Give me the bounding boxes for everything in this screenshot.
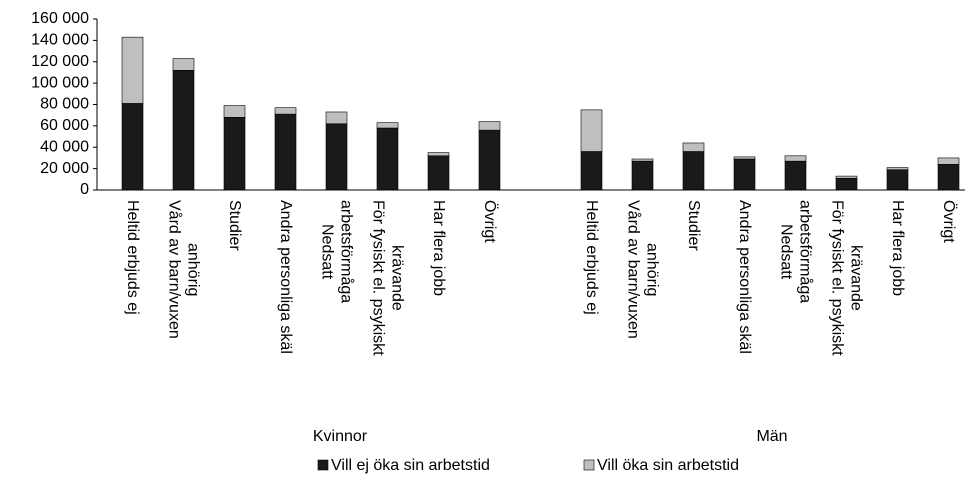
bar-segment — [478, 121, 501, 131]
bar-segment — [223, 105, 246, 118]
x-tick-label: För fysiskt el. psykiskt krävande — [369, 200, 406, 356]
bar-segment — [427, 155, 450, 191]
x-tick-label: Har flera jobb — [430, 200, 447, 297]
bar-segment — [580, 109, 603, 152]
bar-segment — [172, 70, 195, 191]
x-tick-label: Andra personliga skäl — [736, 200, 753, 354]
y-tick-label: 20 000 — [40, 160, 89, 177]
x-tick-label: Nedsatt arbetsförmåga — [777, 200, 814, 304]
bar-segment — [325, 123, 348, 191]
bar-segment — [223, 117, 246, 191]
x-tick-label: Har flera jobb — [889, 200, 906, 297]
bar-segment — [274, 107, 297, 115]
bar-segment — [631, 158, 654, 162]
x-tick-label: Övrigt — [940, 200, 957, 243]
legend-swatch — [583, 459, 595, 471]
x-tick-label: För fysiskt el. psykiskt krävande — [828, 200, 865, 356]
group-label: Kvinnor — [313, 428, 368, 445]
legend-label: Vill ej öka sin arbetstid — [331, 457, 490, 474]
y-tick-label: 80 000 — [40, 96, 89, 113]
bar-segment — [784, 160, 807, 191]
x-tick-label: Heltid erbjuds ej — [583, 200, 600, 315]
y-tick-label: 0 — [80, 181, 89, 198]
bar-segment — [682, 151, 705, 191]
bar-segment — [835, 177, 858, 191]
y-tick-label: 160 000 — [31, 10, 89, 27]
bar-segment — [376, 122, 399, 129]
bar-segment — [274, 113, 297, 191]
bar-segment — [682, 142, 705, 152]
y-tick-label: 140 000 — [31, 32, 89, 49]
bar-segment — [937, 164, 960, 191]
x-tick-label: Studier — [685, 200, 702, 251]
bar-segment — [121, 103, 144, 191]
x-tick-label: Heltid erbjuds ej — [124, 200, 141, 315]
y-tick-label: 40 000 — [40, 138, 89, 155]
y-tick-label: 120 000 — [31, 53, 89, 70]
bar-segment — [172, 58, 195, 71]
bar-segment — [580, 151, 603, 191]
bar-segment — [325, 111, 348, 125]
bar-segment — [478, 129, 501, 191]
y-tick-label: 60 000 — [40, 117, 89, 134]
group-label: Män — [756, 428, 787, 445]
bar-segment — [784, 155, 807, 162]
bar-segment — [121, 36, 144, 104]
bar-segment — [886, 169, 909, 191]
bar-segment — [937, 157, 960, 165]
x-tick-label: Vård av barn/vuxen anhörig — [624, 200, 661, 339]
bar-segment — [631, 160, 654, 191]
bar-segment — [886, 167, 909, 170]
x-tick-label: Studier — [226, 200, 243, 251]
x-tick-label: Nedsatt arbetsförmåga — [318, 200, 355, 304]
x-tick-label: Andra personliga skäl — [277, 200, 294, 354]
x-tick-label: Vård av barn/vuxen anhörig — [165, 200, 202, 339]
bar-segment — [376, 127, 399, 191]
legend-swatch — [317, 459, 329, 471]
x-tick-label: Övrigt — [481, 200, 498, 243]
y-tick-label: 100 000 — [31, 74, 89, 91]
bar-segment — [427, 152, 450, 157]
legend-label: Vill öka sin arbetstid — [597, 457, 739, 474]
bar-segment — [835, 175, 858, 179]
bar-segment — [733, 158, 756, 191]
bar-segment — [733, 156, 756, 160]
